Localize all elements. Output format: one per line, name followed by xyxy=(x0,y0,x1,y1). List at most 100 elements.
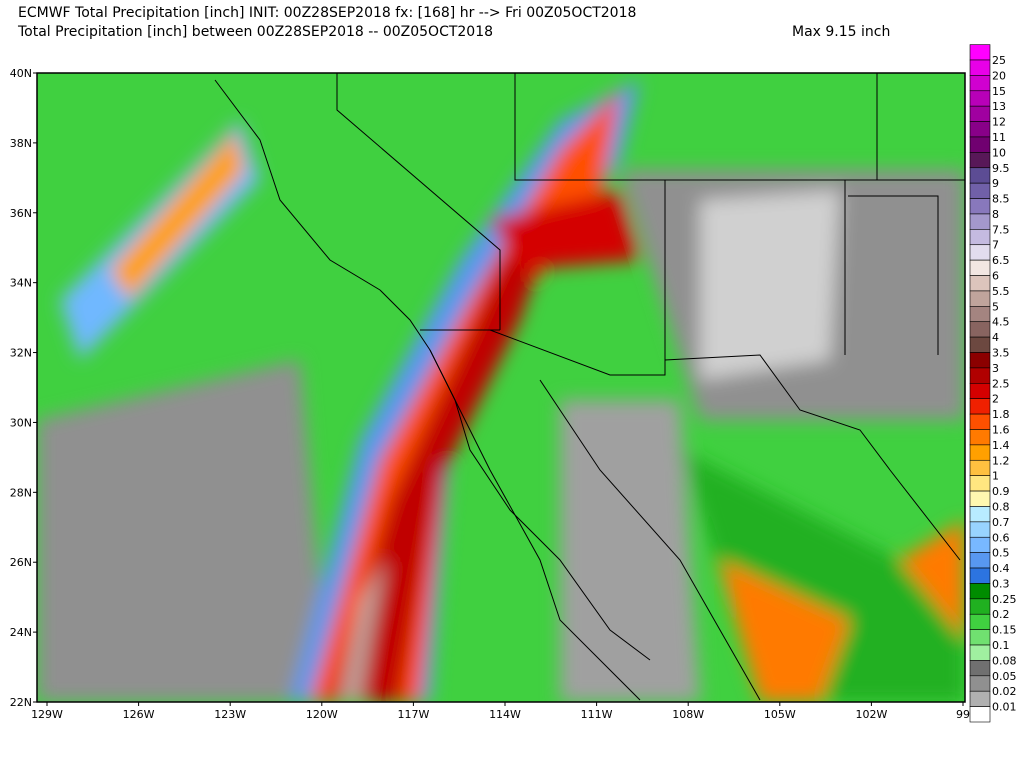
colorbar-box xyxy=(969,583,991,600)
colorbar-label: 0.9 xyxy=(992,485,1010,498)
colorbar-label: 6 xyxy=(992,270,999,283)
lon-label: 111W xyxy=(581,708,613,721)
colorbar-label: 0.05 xyxy=(992,670,1017,683)
max-label: Max 9.15 inch xyxy=(792,24,890,40)
colorbar-box xyxy=(969,352,991,369)
colorbar-box xyxy=(969,690,991,707)
lat-label: 38N xyxy=(10,137,32,150)
colorbar-box xyxy=(969,429,991,446)
colorbar-box xyxy=(969,244,991,261)
colorbar-box xyxy=(969,167,991,184)
colorbar-label: 0.08 xyxy=(992,654,1017,667)
lon-label: 102W xyxy=(855,708,887,721)
colorbar-label: 5 xyxy=(992,300,999,313)
colorbar-label: 0.1 xyxy=(992,639,1010,652)
map xyxy=(37,73,965,702)
colorbar-box xyxy=(969,459,991,476)
colorbar-box xyxy=(969,706,991,723)
colorbar-box xyxy=(969,536,991,553)
colorbar-box xyxy=(969,644,991,661)
colorbar-label: 0.3 xyxy=(992,577,1010,590)
colorbar-label: 0.01 xyxy=(992,701,1017,714)
colorbar-label: 12 xyxy=(992,116,1006,129)
colorbar-label: 0.15 xyxy=(992,624,1017,637)
colorbar-label: 1.4 xyxy=(992,439,1010,452)
colorbar-box xyxy=(969,152,991,169)
colorbar-box xyxy=(969,567,991,584)
lat-label: 36N xyxy=(10,207,32,220)
lat-label: 28N xyxy=(10,486,32,499)
colorbar-label: 2 xyxy=(992,393,999,406)
lat-label: 32N xyxy=(10,347,32,360)
colorbar-label: 0.02 xyxy=(992,685,1017,698)
colorbar-box xyxy=(969,475,991,492)
colorbar-box xyxy=(969,660,991,677)
colorbar-label: 3.5 xyxy=(992,347,1010,360)
colorbar-label: 0.5 xyxy=(992,547,1010,560)
colorbar-label: 0.7 xyxy=(992,516,1010,529)
colorbar-box xyxy=(969,506,991,523)
colorbar-label: 6.5 xyxy=(992,254,1010,267)
title: ECMWF Total Precipitation [inch] INIT: 0… xyxy=(18,5,636,21)
lat-label: 34N xyxy=(10,277,32,290)
lon-label: 120W xyxy=(306,708,338,721)
colorbar-label: 9 xyxy=(992,177,999,190)
colorbar-box xyxy=(969,598,991,615)
lat-label: 22N xyxy=(10,696,32,709)
colorbar-label: 13 xyxy=(992,100,1006,113)
lon-label: 123W xyxy=(214,708,246,721)
colorbar-box xyxy=(969,182,991,199)
colorbar-label: 0.4 xyxy=(992,562,1010,575)
colorbar-label: 9.5 xyxy=(992,162,1010,175)
colorbar-box xyxy=(969,229,991,246)
colorbar-box xyxy=(969,444,991,461)
colorbar-label: 3 xyxy=(992,362,999,375)
lon-label: 129W xyxy=(31,708,63,721)
precip-field xyxy=(37,80,965,702)
colorbar-box xyxy=(969,290,991,307)
colorbar-label: 8 xyxy=(992,208,999,221)
colorbar-label: 7 xyxy=(992,239,999,252)
colorbar-label: 0.6 xyxy=(992,531,1010,544)
colorbar-box xyxy=(969,59,991,76)
map-frame xyxy=(36,72,966,703)
lon-label: 114W xyxy=(489,708,521,721)
colorbar-box xyxy=(969,321,991,338)
lat-label: 30N xyxy=(10,416,32,429)
colorbar-box xyxy=(969,413,991,430)
colorbar-label: 1 xyxy=(992,470,999,483)
colorbar-label: 10 xyxy=(992,146,1006,159)
colorbar-box xyxy=(969,629,991,646)
colorbar-box xyxy=(969,552,991,569)
colorbar-box xyxy=(969,382,991,399)
colorbar-label: 25 xyxy=(992,54,1006,67)
colorbar-label: 11 xyxy=(992,131,1006,144)
colorbar-box xyxy=(969,105,991,122)
colorbar-label: 1.8 xyxy=(992,408,1010,421)
lat-label: 24N xyxy=(10,626,32,639)
colorbar-label: 20 xyxy=(992,69,1006,82)
colorbar-label: 0.25 xyxy=(992,593,1017,606)
colorbar-box xyxy=(969,336,991,353)
colorbar-box xyxy=(969,398,991,415)
colorbar-label: 0.8 xyxy=(992,500,1010,513)
colorbar-box xyxy=(969,675,991,692)
lon-label: 99 xyxy=(956,708,970,721)
colorbar-box xyxy=(969,490,991,507)
colorbar-box xyxy=(969,121,991,138)
lat-label: 26N xyxy=(10,556,32,569)
colorbar-box xyxy=(969,213,991,230)
colorbar-box xyxy=(969,75,991,92)
colorbar-label: 7.5 xyxy=(992,223,1010,236)
colorbar-box xyxy=(969,198,991,215)
colorbar-label: 1.2 xyxy=(992,454,1010,467)
colorbar-label: 1.6 xyxy=(992,423,1010,436)
subtitle: Total Precipitation [inch] between 00Z28… xyxy=(17,24,493,40)
colorbar-box xyxy=(969,44,991,61)
colorbar-label: 15 xyxy=(992,85,1006,98)
colorbar-label: 8.5 xyxy=(992,193,1010,206)
lon-label: 108W xyxy=(672,708,704,721)
lon-label: 105W xyxy=(764,708,796,721)
lon-label: 117W xyxy=(397,708,429,721)
